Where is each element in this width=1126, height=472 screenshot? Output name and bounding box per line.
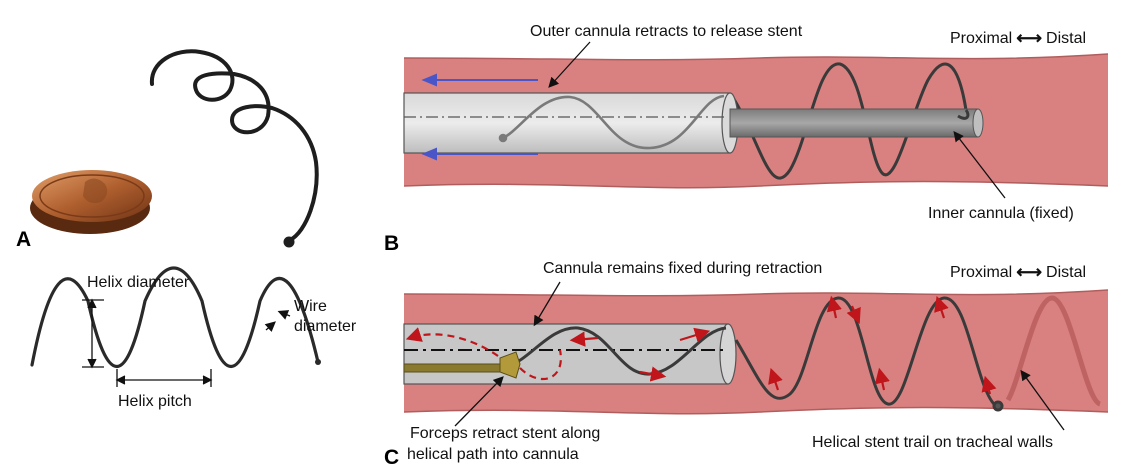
cannula-fixed-label: Cannula remains fixed during retraction [543,260,823,277]
outer-cannula-pointer [548,41,591,88]
outer-cannula-label: Outer cannula retracts to release stent [530,23,803,40]
inner-cannula-label: Inner cannula (fixed) [928,205,1074,222]
cannula-c [403,323,737,385]
stent-trail-label: Helical stent trail on tracheal walls [812,434,1053,451]
distal-label-c: Distal [1046,263,1087,281]
forceps-pointer [454,376,504,427]
panel-label-a: A [16,228,32,251]
helix-pitch-dimension [115,369,213,387]
stent-inside-cannula-b [498,94,725,150]
helical-stent-b-back [730,62,968,180]
helix-diameter-label: Helix diameter [87,274,190,291]
helical-stent-photo [149,49,319,248]
inner-cannula-pointer [953,130,1006,199]
stent-trail-c [1005,295,1102,407]
proximal-label-c: Proximal [950,263,1013,281]
direction-indicator-c: Proximal ⟷ Distal [950,262,1086,283]
helical-stent-c [507,296,1004,412]
retraction-arrows-b [421,73,538,161]
panel-label-c: C [384,446,400,469]
distal-label-b: Distal [1046,29,1087,47]
penny-coin [30,170,152,234]
direction-indicator-b: Proximal ⟷ Distal [950,28,1086,49]
panel-label-b: B [384,232,400,255]
forceps-label-line1: Forceps retract stent along [410,425,601,442]
forceps [403,351,521,379]
wire-diameter-label-2: diameter [294,318,357,335]
helical-stent-b-front [957,109,970,120]
double-arrow-icon: ⟷ [1016,28,1043,48]
inner-cannula-b [729,108,984,138]
outer-cannula-b [403,92,739,154]
trail-pointer [1020,369,1065,431]
helix-pitch-label: Helix pitch [118,393,192,410]
helix-diameter-dimension [82,298,104,369]
wire-diameter-pointer [264,310,291,333]
proximal-label-b: Proximal [950,29,1013,47]
wire-diameter-label-1: Wire [294,298,327,315]
retraction-path-arrows-c [405,295,997,395]
cannula-fixed-pointer [533,281,561,327]
forceps-label-line2: helical path into cannula [407,446,579,463]
helix-sine-wave [30,266,321,368]
double-arrow-icon: ⟷ [1016,262,1043,282]
